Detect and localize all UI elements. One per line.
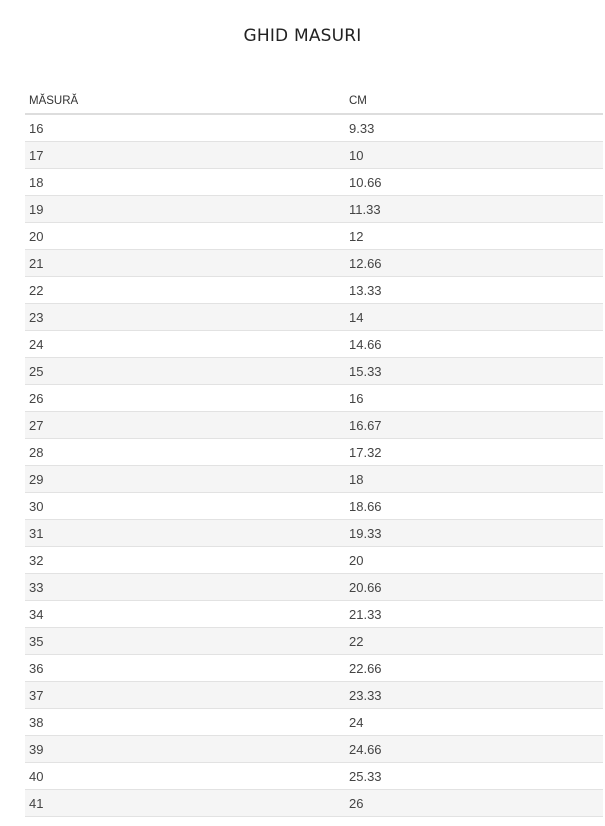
table-row: 30 18.66 — [25, 492, 603, 520]
cm-cell: 18.66 — [345, 492, 603, 520]
cm-cell: 22 — [345, 627, 603, 655]
cm-cell: 26 — [345, 789, 603, 817]
cm-cell: 11.33 — [345, 195, 603, 223]
size-cell: 27 — [25, 411, 345, 439]
cm-cell: 10 — [345, 141, 603, 169]
size-cell: 31 — [25, 519, 345, 547]
size-cell: 23 — [25, 303, 345, 331]
cm-cell: 12 — [345, 222, 603, 250]
table-row: 19 11.33 — [25, 195, 603, 223]
size-cell: 19 — [25, 195, 345, 223]
cm-cell: 25.33 — [345, 762, 603, 790]
cm-cell: 16 — [345, 384, 603, 412]
table-row: 40 25.33 — [25, 762, 603, 790]
column-header-size: MĂSURĂ — [25, 88, 345, 115]
cm-cell: 20 — [345, 546, 603, 574]
size-cell: 28 — [25, 438, 345, 466]
size-cell: 18 — [25, 168, 345, 196]
cm-cell: 13.33 — [345, 276, 603, 304]
table-header-row: MĂSURĂ CM — [25, 88, 603, 115]
cm-cell: 24 — [345, 708, 603, 736]
cm-cell: 21.33 — [345, 600, 603, 628]
column-header-cm: CM — [345, 88, 603, 115]
size-cell: 32 — [25, 546, 345, 574]
table-row: 36 22.66 — [25, 654, 603, 682]
size-cell: 33 — [25, 573, 345, 601]
cm-cell: 16.67 — [345, 411, 603, 439]
size-cell: 40 — [25, 762, 345, 790]
table-row: 32 20 — [25, 546, 603, 574]
size-cell: 38 — [25, 708, 345, 736]
table-row: 33 20.66 — [25, 573, 603, 601]
size-cell: 30 — [25, 492, 345, 520]
size-cell: 26 — [25, 384, 345, 412]
cm-cell: 17.32 — [345, 438, 603, 466]
table-row: 20 12 — [25, 222, 603, 250]
table-row: 37 23.33 — [25, 681, 603, 709]
size-cell: 24 — [25, 330, 345, 358]
table-row: 26 16 — [25, 384, 603, 412]
table-row: 31 19.33 — [25, 519, 603, 547]
cm-cell: 10.66 — [345, 168, 603, 196]
table-row: 38 24 — [25, 708, 603, 736]
size-guide-table: MĂSURĂ CM 16 9.33 17 10 18 10.66 19 11.33 20 12 21… — [25, 88, 603, 817]
table-row: 25 15.33 — [25, 357, 603, 385]
cm-cell: 22.66 — [345, 654, 603, 682]
size-cell: 25 — [25, 357, 345, 385]
cm-cell: 14.66 — [345, 330, 603, 358]
table-row: 29 18 — [25, 465, 603, 493]
table-row: 34 21.33 — [25, 600, 603, 628]
table-row: 27 16.67 — [25, 411, 603, 439]
page-title: GHID MASURI — [243, 26, 362, 46]
table-row: 23 14 — [25, 303, 603, 331]
table-row: 16 9.33 — [25, 114, 603, 142]
table-row: 35 22 — [25, 627, 603, 655]
cm-cell: 14 — [345, 303, 603, 331]
size-cell: 35 — [25, 627, 345, 655]
cm-cell: 19.33 — [345, 519, 603, 547]
table-body: 16 9.33 17 10 18 10.66 19 11.33 20 12 21 12.66 22 13.… — [25, 114, 603, 817]
table-row: 41 26 — [25, 789, 603, 817]
table-row: 18 10.66 — [25, 168, 603, 196]
size-cell: 20 — [25, 222, 345, 250]
cm-cell: 23.33 — [345, 681, 603, 709]
table-row: 28 17.32 — [25, 438, 603, 466]
table-row: 24 14.66 — [25, 330, 603, 358]
table-row: 17 10 — [25, 141, 603, 169]
size-cell: 36 — [25, 654, 345, 682]
cm-cell: 9.33 — [345, 114, 603, 142]
table-row: 39 24.66 — [25, 735, 603, 763]
table-row: 22 13.33 — [25, 276, 603, 304]
cm-cell: 12.66 — [345, 249, 603, 277]
size-cell: 17 — [25, 141, 345, 169]
table-row: 21 12.66 — [25, 249, 603, 277]
size-cell: 29 — [25, 465, 345, 493]
size-cell: 41 — [25, 789, 345, 817]
size-cell: 37 — [25, 681, 345, 709]
size-cell: 39 — [25, 735, 345, 763]
cm-cell: 15.33 — [345, 357, 603, 385]
cm-cell: 24.66 — [345, 735, 603, 763]
cm-cell: 18 — [345, 465, 603, 493]
size-cell: 16 — [25, 114, 345, 142]
cm-cell: 20.66 — [345, 573, 603, 601]
size-cell: 34 — [25, 600, 345, 628]
size-cell: 22 — [25, 276, 345, 304]
size-cell: 21 — [25, 249, 345, 277]
